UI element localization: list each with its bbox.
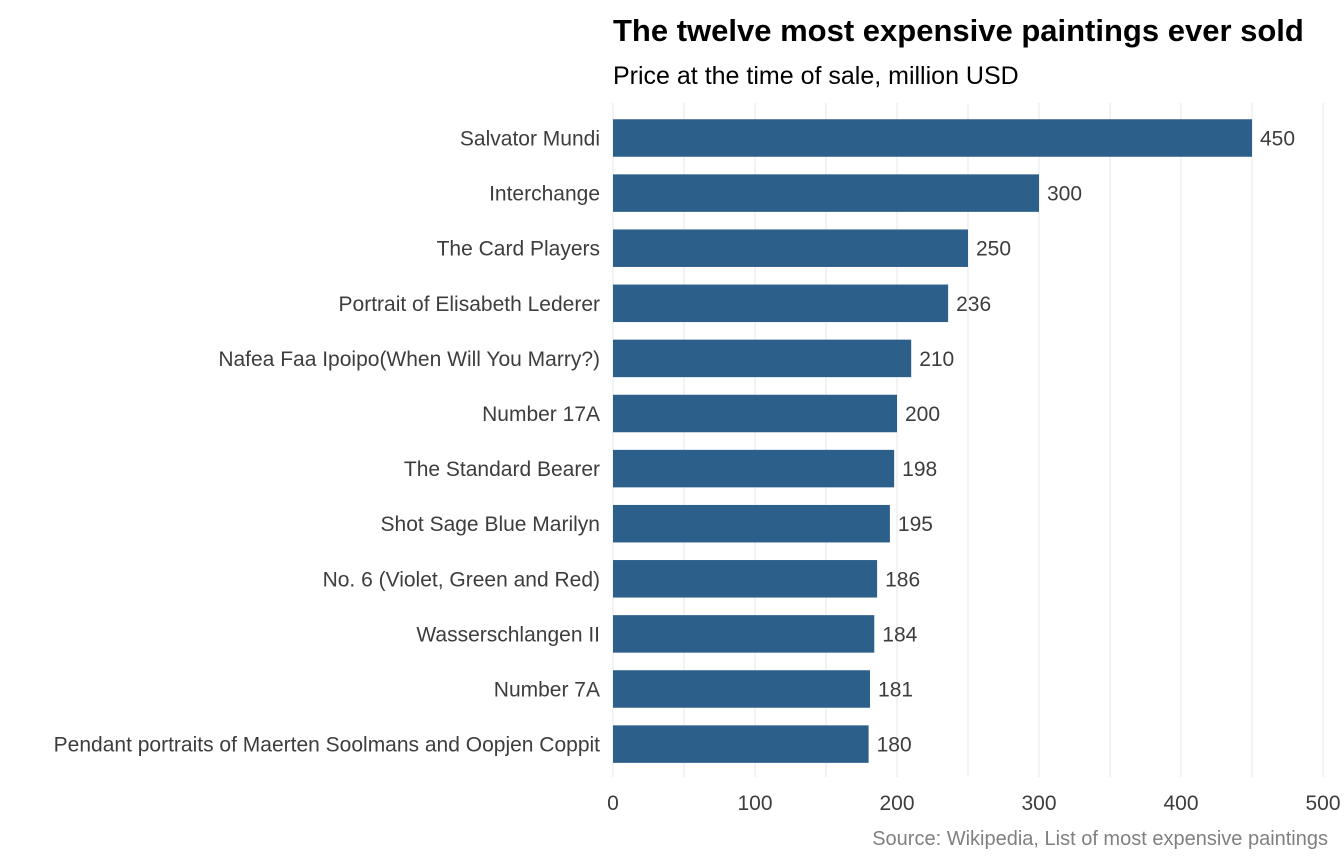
category-label: Pendant portraits of Maerten Soolmans an…	[54, 734, 600, 757]
category-label: The Standard Bearer	[404, 458, 600, 481]
category-label: Nafea Faa Ipoipo(When Will You Marry?)	[218, 348, 600, 371]
grid-lines	[612, 103, 1324, 777]
bar	[613, 229, 968, 267]
bar	[613, 670, 871, 708]
category-label: Portrait of Elisabeth Lederer	[339, 293, 600, 316]
x-tick-label: 400	[1163, 792, 1198, 815]
category-label: Salvator Mundi	[460, 128, 600, 151]
bar	[613, 504, 890, 543]
x-tick-label: 100	[737, 792, 772, 815]
data-label: 181	[878, 679, 913, 702]
bar	[613, 394, 897, 433]
data-label: 184	[882, 623, 917, 646]
x-tick-label: 0	[607, 792, 619, 815]
data-label: 210	[919, 348, 954, 371]
x-tick-label: 200	[879, 792, 914, 815]
bar	[613, 119, 1252, 157]
category-label: Number 17A	[482, 403, 600, 426]
category-label: Wasserschlangen II	[416, 623, 600, 646]
value-labels: 450 300 250 236 210 200 198 195 186 184 181 180	[877, 128, 1295, 757]
bar	[613, 449, 895, 488]
data-label: 450	[1260, 128, 1295, 151]
chart-caption: Source: Wikipedia, List of most expensiv…	[872, 828, 1328, 850]
bar	[613, 284, 949, 323]
data-label: 186	[885, 568, 920, 591]
bar	[613, 725, 869, 763]
data-label: 236	[956, 293, 991, 316]
category-label: Number 7A	[494, 679, 600, 702]
data-label: 198	[902, 458, 937, 481]
category-labels: Salvator Mundi Interchange The Card Player…	[54, 128, 600, 757]
category-label: Shot Sage Blue Marilyn	[381, 513, 600, 536]
bars	[613, 119, 1252, 763]
data-label: 180	[877, 734, 912, 757]
bar	[613, 560, 878, 598]
data-label: 195	[898, 513, 933, 536]
category-label: Interchange	[489, 183, 600, 206]
data-label: 250	[976, 238, 1011, 261]
chart-subtitle: Price at the time of sale, million USD	[613, 62, 1019, 90]
x-tick-label: 300	[1021, 792, 1056, 815]
category-label: The Card Players	[437, 238, 600, 261]
bar	[613, 174, 1039, 212]
data-label: 300	[1047, 183, 1082, 206]
data-label: 200	[905, 403, 940, 426]
chart-title: The twelve most expensive paintings ever…	[613, 13, 1304, 48]
x-axis-ticks: 0 100 200 300 400 500	[607, 792, 1340, 815]
category-label: No. 6 (Violet, Green and Red)	[323, 568, 600, 591]
x-tick-label: 500	[1305, 792, 1340, 815]
bar	[613, 615, 875, 653]
bar	[613, 339, 912, 378]
